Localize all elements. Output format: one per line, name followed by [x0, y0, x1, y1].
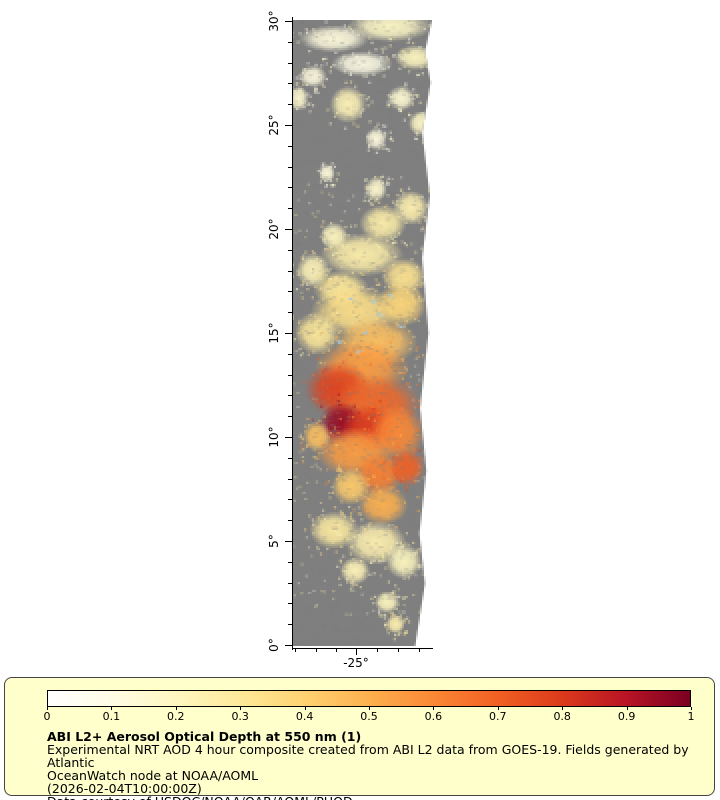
lat-minor-tick [288, 561, 292, 563]
lat-minor-tick [288, 166, 292, 168]
lat-minor-tick [288, 457, 292, 459]
lat-tick-label: 25° [267, 114, 281, 136]
legend-timestamp: (2026-02-04T10:00:00Z) [47, 781, 202, 796]
lat-axis-line [292, 17, 293, 650]
lat-minor-tick [288, 62, 292, 64]
lat-minor-tick [288, 312, 292, 314]
lat-minor-tick [288, 374, 292, 376]
lat-minor-tick [288, 83, 292, 85]
colorbar-tick-label: 0.7 [489, 710, 507, 723]
colorbar-tick-label: 0.8 [553, 710, 571, 723]
lon-minor-tick [294, 649, 296, 652]
colorbar-tick [626, 707, 628, 710]
colorbar-tick-label: 0.5 [360, 710, 378, 723]
colorbar-tick [433, 707, 435, 710]
lat-tick-label: 0° [267, 638, 281, 652]
lat-minor-tick [288, 582, 292, 584]
legend-description-line: OceanWatch node at NOAA/AOML [47, 768, 259, 783]
legend-description-line: Experimental NRT AOD 4 hour composite cr… [47, 742, 689, 770]
lon-axis-line [292, 648, 433, 649]
lat-minor-tick [288, 499, 292, 501]
lat-tick [285, 125, 292, 126]
colorbar-tick [111, 707, 113, 710]
colorbar-tick [497, 707, 499, 710]
legend-caption: ABI L2+ Aerosol Optical Depth at 550 nm … [47, 730, 714, 800]
colorbar-tick [175, 707, 177, 710]
lat-tick-label: 15° [267, 322, 281, 344]
legend-title: ABI L2+ Aerosol Optical Depth at 550 nm … [47, 729, 362, 744]
lon-minor-tick [377, 649, 379, 652]
lat-minor-tick [288, 104, 292, 106]
lat-minor-tick [288, 270, 292, 272]
lat-minor-tick [288, 291, 292, 293]
lon-major-tick [356, 649, 357, 655]
aod-map [292, 20, 432, 646]
lat-tick [285, 21, 292, 22]
colorbar-tick [240, 707, 242, 710]
lat-minor-tick [288, 603, 292, 605]
lat-minor-tick [288, 520, 292, 522]
lat-tick [285, 229, 292, 230]
lon-minor-tick [336, 649, 338, 652]
lat-tick [285, 333, 292, 334]
colorbar-tick [691, 707, 692, 710]
colorbar-tick-label: 0.2 [167, 710, 185, 723]
lat-minor-tick [288, 145, 292, 147]
colorbar-tick [304, 707, 306, 710]
lat-minor-tick [288, 353, 292, 355]
lat-tick-label: 30° [267, 10, 281, 32]
colorbar-tick-label: 0.4 [295, 710, 314, 723]
colorbar-tick-label: 0.1 [102, 710, 121, 723]
legend-credit: Data courtesy of USDOC/NOAA/OAR/AOML/PHO… [47, 795, 714, 800]
colorbar-tick-label: 1 [687, 710, 695, 723]
colorbar-tick-label: 0.3 [231, 710, 249, 723]
lat-minor-tick [288, 208, 292, 210]
colorbar-tick-label: 0 [43, 710, 51, 723]
colorbar-tick [369, 707, 370, 710]
lat-tick [285, 437, 292, 438]
lat-minor-tick [288, 624, 292, 626]
lon-minor-tick [398, 649, 399, 652]
colorbar-tick-label: 0.9 [617, 710, 636, 723]
lat-tick-label: 20° [267, 218, 281, 240]
legend-panel: 0 0.1 0.2 0.3 0.4 0.5 0.6 0.7 0.8 0.9 1 ABI L2+ Ae… [4, 677, 715, 800]
colorbar-tick [562, 707, 564, 710]
lat-minor-tick [288, 41, 292, 43]
lon-minor-tick [418, 649, 420, 652]
lat-tick-label: 5° [267, 534, 281, 548]
lat-tick-label: 10° [267, 426, 281, 448]
lat-tick [285, 541, 292, 542]
lat-minor-tick [288, 187, 292, 189]
lat-minor-tick [288, 249, 292, 251]
legend-description: Experimental NRT AOD 4 hour composite cr… [47, 743, 714, 782]
lat-minor-tick [288, 478, 292, 480]
colorbar-tick-label: 0.6 [424, 710, 443, 723]
colorbar-gradient [47, 690, 691, 707]
lon-tick-label: -25° [343, 656, 369, 670]
lat-minor-tick [288, 395, 292, 397]
lat-minor-tick [288, 416, 292, 418]
lon-minor-tick [315, 649, 317, 652]
lat-tick [285, 645, 292, 646]
colorbar-tick [47, 707, 48, 710]
